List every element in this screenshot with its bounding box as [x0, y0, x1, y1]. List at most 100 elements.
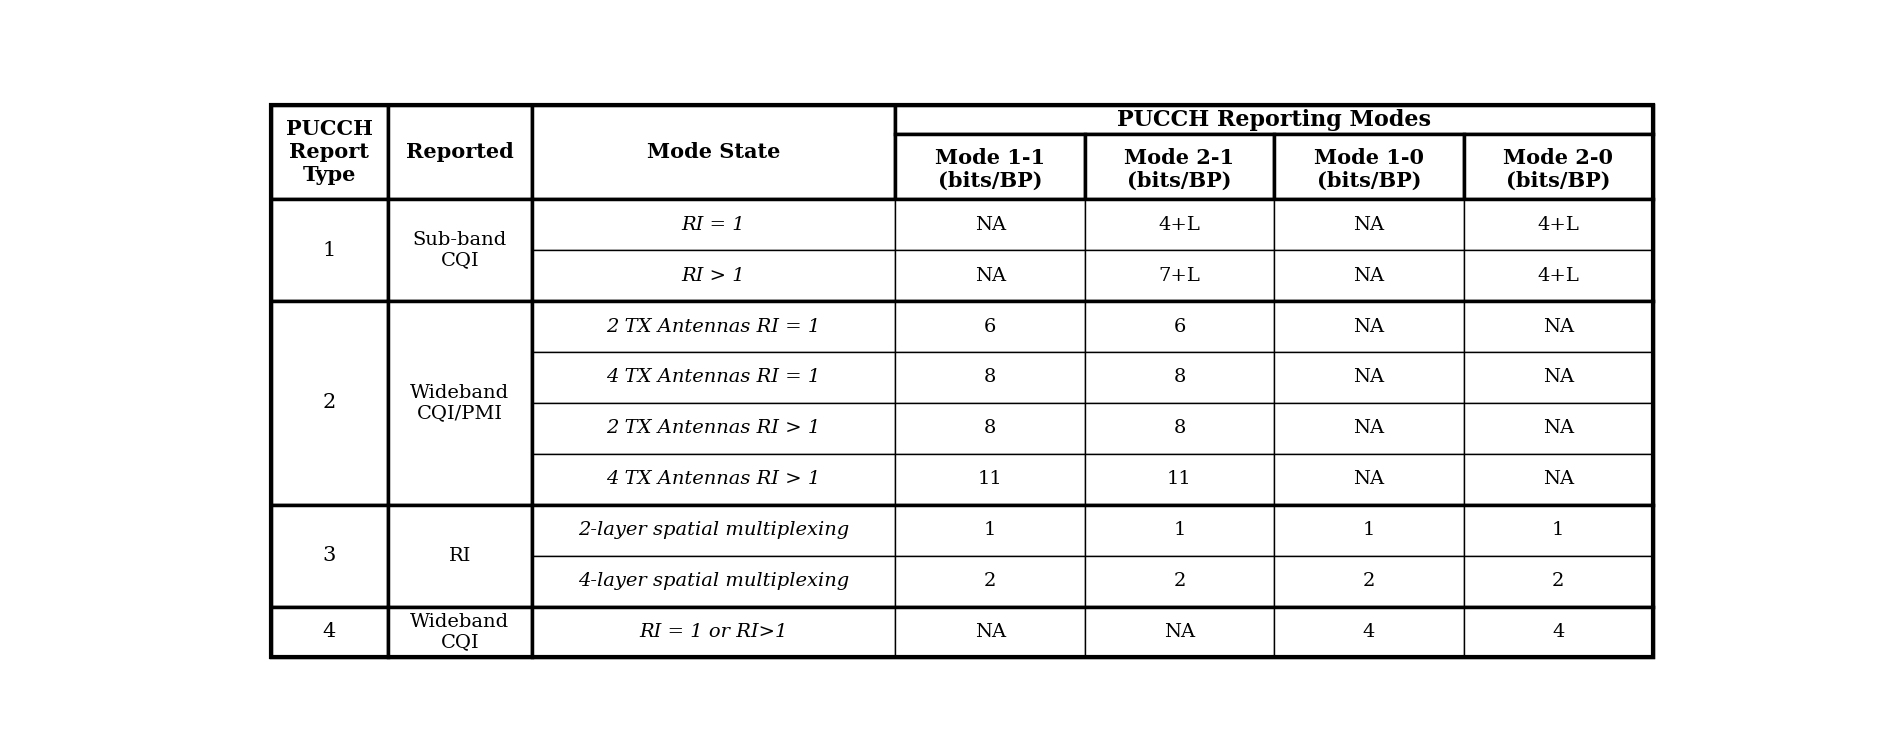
Text: 2: 2: [1552, 572, 1564, 590]
Text: NA: NA: [1543, 368, 1573, 387]
Bar: [1085, 134, 1274, 199]
Bar: [1464, 352, 1654, 403]
Bar: [1464, 556, 1654, 606]
Bar: [1085, 606, 1274, 658]
Text: 2: 2: [1173, 572, 1186, 590]
Bar: [1274, 454, 1464, 505]
Text: 8: 8: [984, 368, 997, 387]
Bar: [531, 199, 1654, 301]
Text: 4: 4: [1363, 623, 1376, 641]
Text: 4+L: 4+L: [1158, 216, 1201, 234]
Text: Mode 2-1: Mode 2-1: [1124, 147, 1235, 168]
Text: RI > 1: RI > 1: [681, 267, 745, 285]
Text: 2 TX Antennas RI > 1: 2 TX Antennas RI > 1: [606, 419, 820, 437]
Text: NA: NA: [974, 267, 1006, 285]
Bar: [389, 301, 531, 505]
Bar: [1464, 403, 1654, 454]
Text: (bits/BP): (bits/BP): [1128, 171, 1231, 191]
Text: NA: NA: [1353, 216, 1385, 234]
Bar: [531, 606, 1654, 658]
Text: 2: 2: [323, 393, 336, 412]
Text: NA: NA: [1353, 318, 1385, 335]
Bar: [1085, 454, 1274, 505]
Text: 11: 11: [1167, 470, 1192, 488]
Text: 2-layer spatial multiplexing: 2-layer spatial multiplexing: [578, 521, 848, 539]
Text: NA: NA: [974, 623, 1006, 641]
Bar: [895, 301, 1085, 352]
Text: Mode State: Mode State: [648, 142, 781, 162]
Text: 4+L: 4+L: [1537, 216, 1579, 234]
Bar: [389, 606, 531, 658]
Text: NA: NA: [1353, 368, 1385, 387]
Text: (bits/BP): (bits/BP): [1316, 171, 1421, 191]
Text: 1: 1: [1173, 521, 1186, 539]
Text: RI = 1: RI = 1: [681, 216, 745, 234]
Bar: [531, 199, 895, 250]
Bar: [1274, 606, 1464, 658]
Text: 4+L: 4+L: [1537, 267, 1579, 285]
Bar: [1274, 403, 1464, 454]
Bar: [1085, 250, 1274, 301]
Bar: [531, 352, 895, 403]
Bar: [1464, 301, 1654, 352]
Bar: [1085, 301, 1274, 352]
Text: RI = 1 or RI>1: RI = 1 or RI>1: [640, 623, 788, 641]
Bar: [270, 301, 389, 505]
Bar: [531, 105, 895, 199]
Bar: [270, 505, 389, 606]
Text: 1: 1: [323, 241, 336, 260]
Bar: [1274, 134, 1464, 199]
Bar: [389, 505, 531, 606]
Text: Sub-band
CQI: Sub-band CQI: [413, 231, 507, 270]
Text: NA: NA: [1353, 470, 1385, 488]
Text: PUCCH Reporting Modes: PUCCH Reporting Modes: [1117, 109, 1430, 131]
Bar: [270, 606, 389, 658]
Bar: [895, 199, 1085, 250]
Text: NA: NA: [974, 216, 1006, 234]
Text: NA: NA: [1543, 470, 1573, 488]
Bar: [531, 250, 895, 301]
Bar: [1274, 352, 1464, 403]
Bar: [531, 454, 895, 505]
Bar: [531, 556, 895, 606]
Text: RI: RI: [449, 547, 471, 565]
Bar: [531, 505, 1654, 606]
Bar: [895, 134, 1085, 199]
Bar: [895, 403, 1085, 454]
Bar: [389, 199, 531, 301]
Bar: [895, 352, 1085, 403]
Bar: [1274, 301, 1464, 352]
Bar: [1274, 505, 1464, 556]
Bar: [1085, 505, 1274, 556]
Text: 1: 1: [984, 521, 997, 539]
Bar: [1085, 556, 1274, 606]
Text: Reported: Reported: [405, 142, 514, 162]
Bar: [270, 105, 389, 199]
Bar: [1464, 606, 1654, 658]
Bar: [895, 105, 1654, 134]
Bar: [1085, 199, 1274, 250]
Bar: [895, 606, 1085, 658]
Text: (bits/BP): (bits/BP): [1505, 171, 1610, 191]
Text: NA: NA: [1543, 419, 1573, 437]
Text: 1: 1: [1363, 521, 1376, 539]
Text: 8: 8: [1173, 368, 1186, 387]
Text: NA: NA: [1353, 267, 1385, 285]
Text: 11: 11: [978, 470, 1002, 488]
Bar: [1464, 505, 1654, 556]
Text: (bits/BP): (bits/BP): [938, 171, 1042, 191]
Bar: [895, 505, 1085, 556]
Bar: [270, 199, 389, 301]
Text: 6: 6: [984, 318, 997, 335]
Bar: [895, 454, 1085, 505]
Text: 2: 2: [1363, 572, 1376, 590]
Bar: [1464, 199, 1654, 250]
Bar: [531, 301, 895, 352]
Bar: [389, 105, 531, 199]
Bar: [531, 606, 895, 658]
Text: PUCCH
Report
Type: PUCCH Report Type: [285, 119, 374, 186]
Text: 7+L: 7+L: [1158, 267, 1201, 285]
Text: 4 TX Antennas RI > 1: 4 TX Antennas RI > 1: [606, 470, 820, 488]
Bar: [1085, 352, 1274, 403]
Text: NA: NA: [1164, 623, 1196, 641]
